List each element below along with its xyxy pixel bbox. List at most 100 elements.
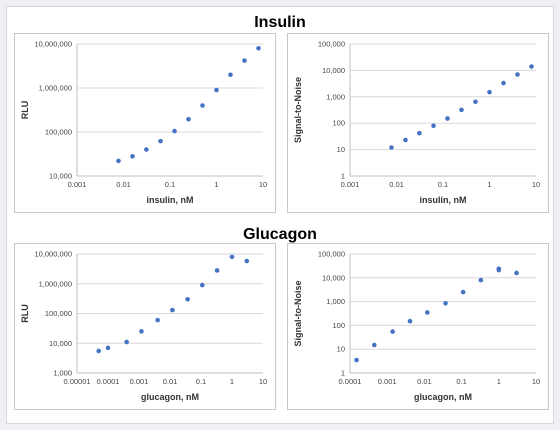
data-point [229,254,235,260]
data-point [172,128,177,134]
data-point [214,268,220,273]
x-tick-label: 0.001 [341,180,360,189]
data-point [389,145,394,150]
data-point [158,138,163,144]
data-point [496,266,502,272]
y-tick-label: 100 [332,119,345,128]
y-tick-label: 10,000,000 [34,40,72,49]
y-tick-label: 1,000,000 [39,84,72,93]
data-point [130,154,135,159]
x-tick-label: 0.01 [163,377,178,386]
y-axis-label: RLU [20,304,30,323]
x-tick-label: 0.01 [417,377,432,386]
x-tick-label: 10 [532,180,540,189]
x-tick-label: 0.0001 [97,377,120,386]
insulin-section-title: Insulin [254,14,306,31]
x-tick-label: 0.001 [378,377,397,386]
y-tick-label: 100,000 [318,250,345,259]
y-tick-label: 10,000 [322,66,345,75]
y-tick-label: 1,000 [53,369,72,378]
x-tick-label: 1 [214,180,218,189]
y-tick-label: 100,000 [45,309,72,318]
x-tick-label: 0.0001 [339,377,362,386]
chart-glucagon-signal-to-noise: 1 10 100 1,000 10,000 100,000 0.0001 0.001 0.01 0… [287,243,549,410]
y-axis-label: Signal-to-Noise [293,77,303,143]
y-tick-label: 10 [337,145,345,154]
y-tick-label: 100 [332,321,345,330]
data-point [514,270,519,276]
y-tick-label: 1 [341,172,345,181]
data-point [417,130,422,136]
y-tick-label: 100,000 [45,128,72,137]
x-tick-label: 0.001 [68,180,87,189]
y-axis-label: Signal-to-Noise [293,280,303,346]
chart-svg: 1 10 100 1,000 10,000 100,000 0.001 0.01 0.1 1 10 i… [293,40,540,206]
chart-svg: 1,000 10,000 100,000 1,000,000 10,000,000 0.0… [20,250,267,403]
x-tick-label: 0.1 [456,377,466,386]
y-tick-label: 10 [337,345,345,354]
data-point [443,300,448,306]
data-point [139,329,144,334]
data-point [186,116,191,122]
data-point [155,317,160,323]
x-tick-label: 10 [259,180,267,189]
x-axis-label: glucagon, nM [414,392,472,402]
data-point [242,58,247,63]
x-tick-label: 10 [259,377,267,386]
x-axis-label: insulin, nM [420,195,467,205]
data-point [459,107,464,113]
data-point [144,147,149,152]
data-point [200,103,205,108]
data-point [228,72,233,78]
x-tick-label: 0.1 [165,180,175,189]
data-point [244,258,250,264]
x-tick-label: 10 [532,377,540,386]
data-point [407,318,413,324]
data-point [425,310,430,315]
y-tick-label: 10,000 [49,339,72,348]
chart-svg: 10,000 100,000 1,000,000 10,000,000 0.001 0.0… [20,40,267,206]
data-point [478,277,484,283]
data-point [515,72,520,77]
y-tick-label: 1,000,000 [39,279,72,288]
x-tick-label: 0.01 [116,180,131,189]
data-point [105,345,111,351]
data-point [371,342,377,348]
x-tick-label: 0.001 [130,377,149,386]
chart-glucagon-rlu: 1,000 10,000 100,000 1,000,000 10,000,000 0.0… [14,243,276,410]
x-tick-label: 1 [230,377,234,386]
y-tick-label: 1,000 [326,297,345,306]
data-point [170,307,175,313]
y-tick-label: 10,000 [49,172,72,181]
data-point [116,158,121,164]
y-tick-label: 100,000 [318,40,345,49]
data-point [390,329,395,334]
data-point [460,289,466,295]
data-point [529,64,534,69]
x-tick-label: 0.01 [389,180,404,189]
data-point [185,297,190,302]
data-point [256,45,261,51]
x-tick-label: 1 [487,180,491,189]
data-point [473,99,478,105]
glucagon-section-title: Glucagon [243,226,317,243]
data-point [431,123,436,129]
y-tick-label: 1 [341,369,345,378]
data-point [199,282,205,288]
chart-svg: 1 10 100 1,000 10,000 100,000 0.0001 0.001 0.01 0… [293,250,540,403]
x-tick-label: 1 [497,377,501,386]
x-tick-label: 0.00001 [63,377,90,386]
data-point [96,348,101,354]
x-axis-label: insulin, nM [147,195,194,205]
data-point [445,116,450,121]
y-tick-label: 10,000 [322,273,345,282]
y-tick-label: 1,000 [326,92,345,101]
data-point [487,89,492,95]
data-point [214,87,219,93]
chart-insulin-rlu: 10,000 100,000 1,000,000 10,000,000 0.001 0.0… [14,33,276,213]
data-point [124,339,129,345]
x-axis-label: glucagon, nM [141,392,199,402]
x-tick-label: 0.1 [438,180,448,189]
data-point [501,80,506,86]
data-point [403,137,408,143]
